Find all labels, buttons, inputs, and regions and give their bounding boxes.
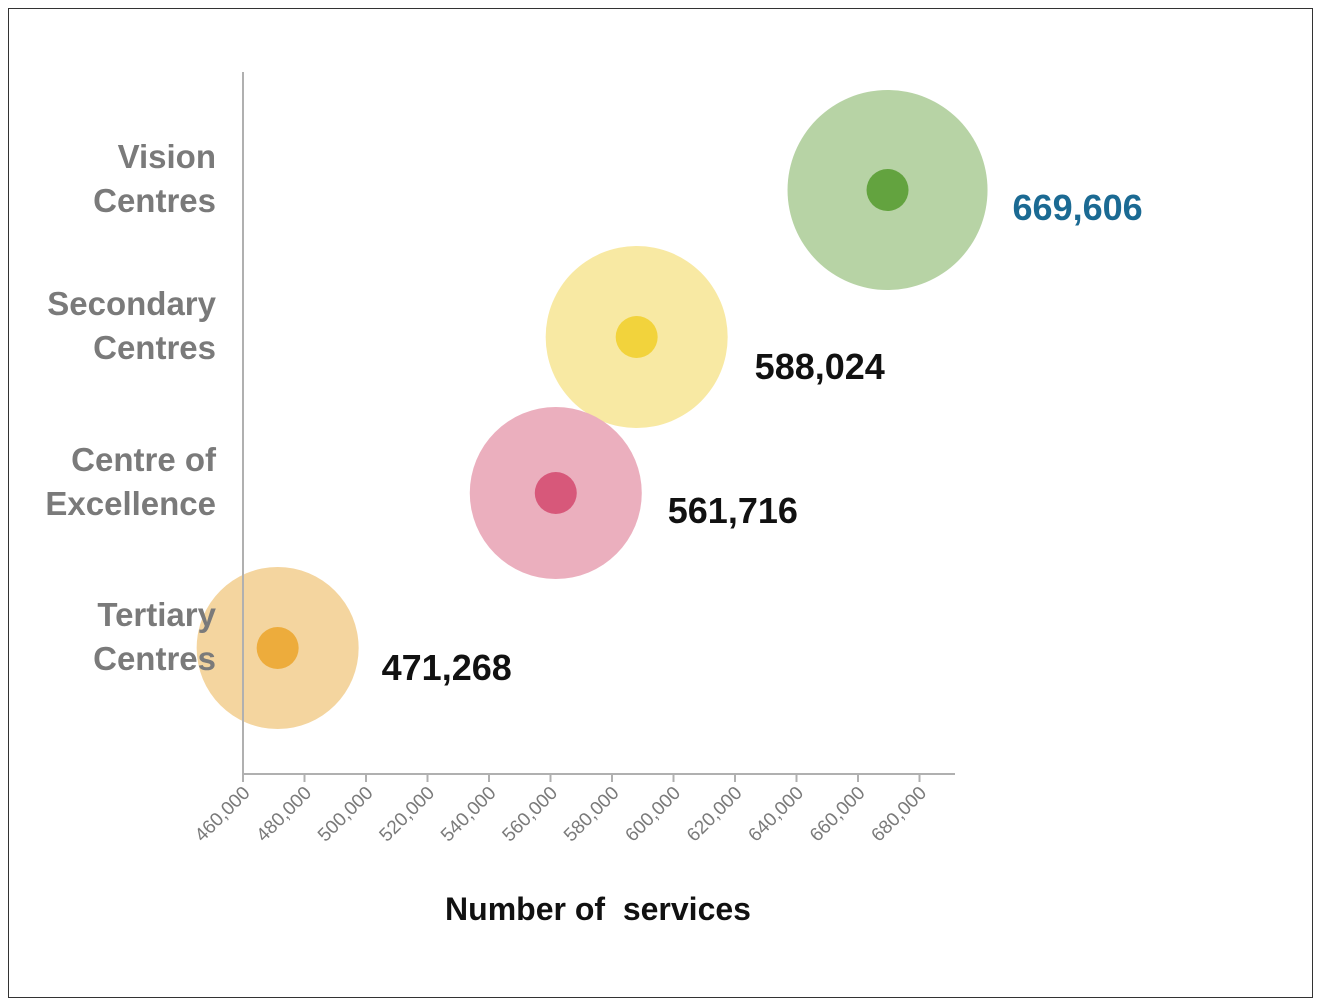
x-tick-label-1: 480,000: [253, 783, 316, 846]
x-tick-label-3: 520,000: [376, 783, 439, 846]
category-label-3-line-1: Centres: [93, 640, 216, 677]
category-label-0-line-0: Vision: [118, 138, 216, 175]
chart-frame: [8, 8, 1313, 998]
x-tick-label-6: 580,000: [560, 783, 623, 846]
value-label-2: 561,716: [668, 490, 798, 531]
category-label-3-line-0: Tertiary: [97, 596, 216, 633]
x-tick-label-0: 460,000: [191, 783, 254, 846]
value-label-1: 588,024: [755, 346, 885, 387]
x-tick-label-4: 540,000: [437, 783, 500, 846]
value-labels: 669,606 588,024 561,716 471,268: [382, 187, 1143, 688]
x-tick-label-11: 680,000: [868, 783, 931, 846]
category-label-0-line-1: Centres: [93, 182, 216, 219]
x-axis-title: Number of services: [445, 891, 751, 927]
category-label-1-line-0: Secondary: [47, 285, 216, 322]
x-tick-label-7: 600,000: [622, 783, 685, 846]
category-label-1-line-1: Centres: [93, 329, 216, 366]
bubble-inner-3: [256, 627, 299, 669]
category-label-2-line-1: Excellence: [45, 485, 216, 522]
x-tick-label-9: 640,000: [745, 783, 808, 846]
axes: [242, 72, 955, 775]
x-tick-label-10: 660,000: [806, 783, 869, 846]
category-label-2-line-0: Centre of: [71, 441, 217, 478]
x-ticks: 460,000480,000500,000520,000540,000560,0…: [191, 774, 931, 846]
value-label-0: 669,606: [1013, 187, 1143, 228]
bubble-inner-2: [534, 472, 577, 514]
bubble-inner-1: [615, 316, 658, 358]
x-tick-label-5: 560,000: [499, 783, 562, 846]
x-tick-label-8: 620,000: [683, 783, 746, 846]
bubble-inner-0: [866, 169, 909, 211]
category-labels: Vision Centres Secondary Centres Centre of Ex…: [45, 138, 217, 677]
x-tick-label-2: 500,000: [314, 783, 377, 846]
value-label-3: 471,268: [382, 647, 512, 688]
bubbles-layer: [196, 90, 988, 729]
